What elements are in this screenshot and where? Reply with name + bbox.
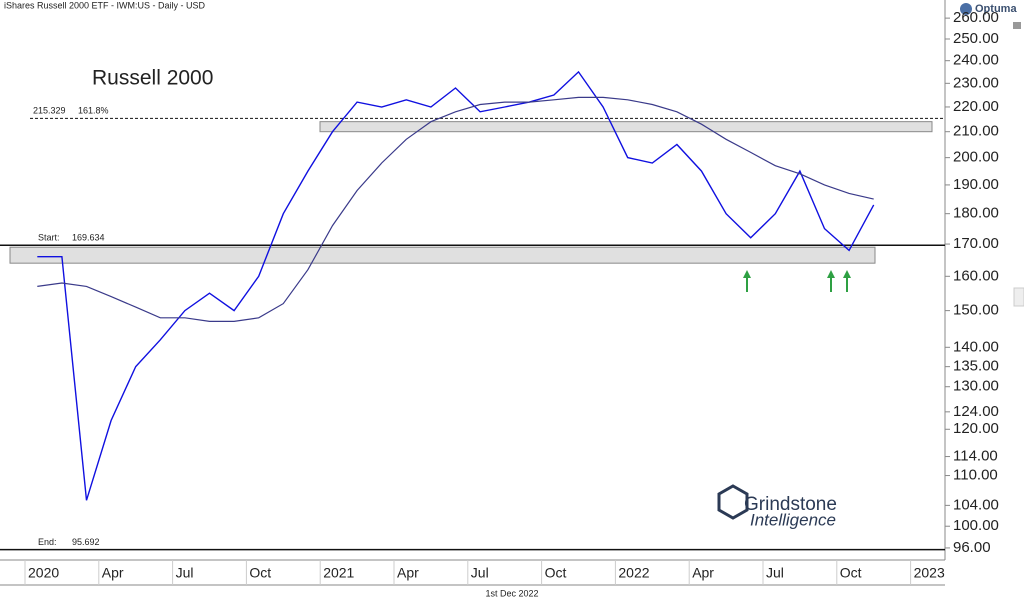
level-label: Start:	[38, 233, 60, 243]
arrow	[827, 270, 835, 292]
watermark-logo	[717, 484, 749, 520]
x-tick-label: Apr	[102, 565, 124, 581]
y-tick-label: 210.00	[953, 123, 999, 140]
y-tick-label: 190.00	[953, 176, 999, 193]
lock-icon	[1013, 22, 1021, 29]
y-tick-label: 140.00	[953, 338, 999, 355]
y-tick-label: 96.00	[953, 539, 991, 556]
y-tick-label: 200.00	[953, 149, 999, 166]
level-value: 169.634	[72, 233, 105, 243]
x-tick-label: Oct	[249, 565, 271, 581]
x-tick-label: 2020	[28, 565, 59, 581]
arrows	[743, 270, 851, 292]
arrow	[843, 270, 851, 292]
x-tick-label: Jul	[176, 565, 194, 581]
watermark-line: Intelligence	[750, 510, 836, 529]
x-tick-label: 2023	[914, 565, 945, 581]
x-tick-label: 2021	[323, 565, 354, 581]
zone	[9, 246, 876, 264]
y-tick-label: 110.00	[953, 467, 998, 484]
y-tick-label: 260.00	[953, 9, 999, 26]
x-tick-label: Oct	[840, 565, 862, 581]
fib-value: 215.329	[33, 106, 66, 116]
series-line	[37, 96, 874, 322]
y-tick-label: 104.00	[953, 496, 999, 513]
x-tick-label: Oct	[545, 565, 567, 581]
header: iShares Russell 2000 ETF - IWM:US - Dail…	[4, 0, 206, 10]
y-tick-label: 160.00	[953, 267, 999, 284]
level-label: End:	[38, 537, 57, 547]
y-tick-label: 114.00	[953, 448, 998, 465]
x-tick-label: Jul	[471, 565, 489, 581]
x-tick-label: Apr	[692, 565, 714, 581]
footer: 1st Dec 2022	[485, 588, 538, 598]
brand-icon	[960, 3, 972, 15]
watermark-line: Grindstone	[744, 494, 837, 515]
y-tick-label: 130.00	[953, 378, 999, 395]
y-tick-label: 100.00	[953, 517, 999, 534]
y-tick-label: 124.00	[953, 403, 999, 420]
y-tick-label: 220.00	[953, 98, 999, 115]
y-tick-label: 150.00	[953, 302, 999, 319]
chart-title: Russell 2000	[92, 67, 213, 90]
y-tick-label: 135.00	[953, 358, 999, 375]
y-tick-label: 250.00	[953, 30, 999, 47]
series-line	[37, 70, 875, 501]
level-value: 95.692	[72, 537, 100, 547]
fib-ratio: 161.8%	[78, 106, 109, 116]
scroll-handle	[1013, 287, 1024, 307]
y-tick-label: 240.00	[953, 52, 999, 69]
x-tick-label: Apr	[397, 565, 419, 581]
y-tick-label: 180.00	[953, 205, 999, 222]
x-tick-label: Jul	[766, 565, 784, 581]
y-tick-label: 120.00	[953, 420, 999, 437]
brand: Optuma	[975, 3, 1017, 15]
zone	[319, 121, 933, 133]
y-tick-label: 170.00	[953, 235, 999, 252]
watermark: Grindstone Intelligence	[717, 484, 837, 529]
y-tick-label: 230.00	[953, 74, 999, 91]
x-tick-label: 2022	[618, 565, 649, 581]
arrow	[743, 270, 751, 292]
